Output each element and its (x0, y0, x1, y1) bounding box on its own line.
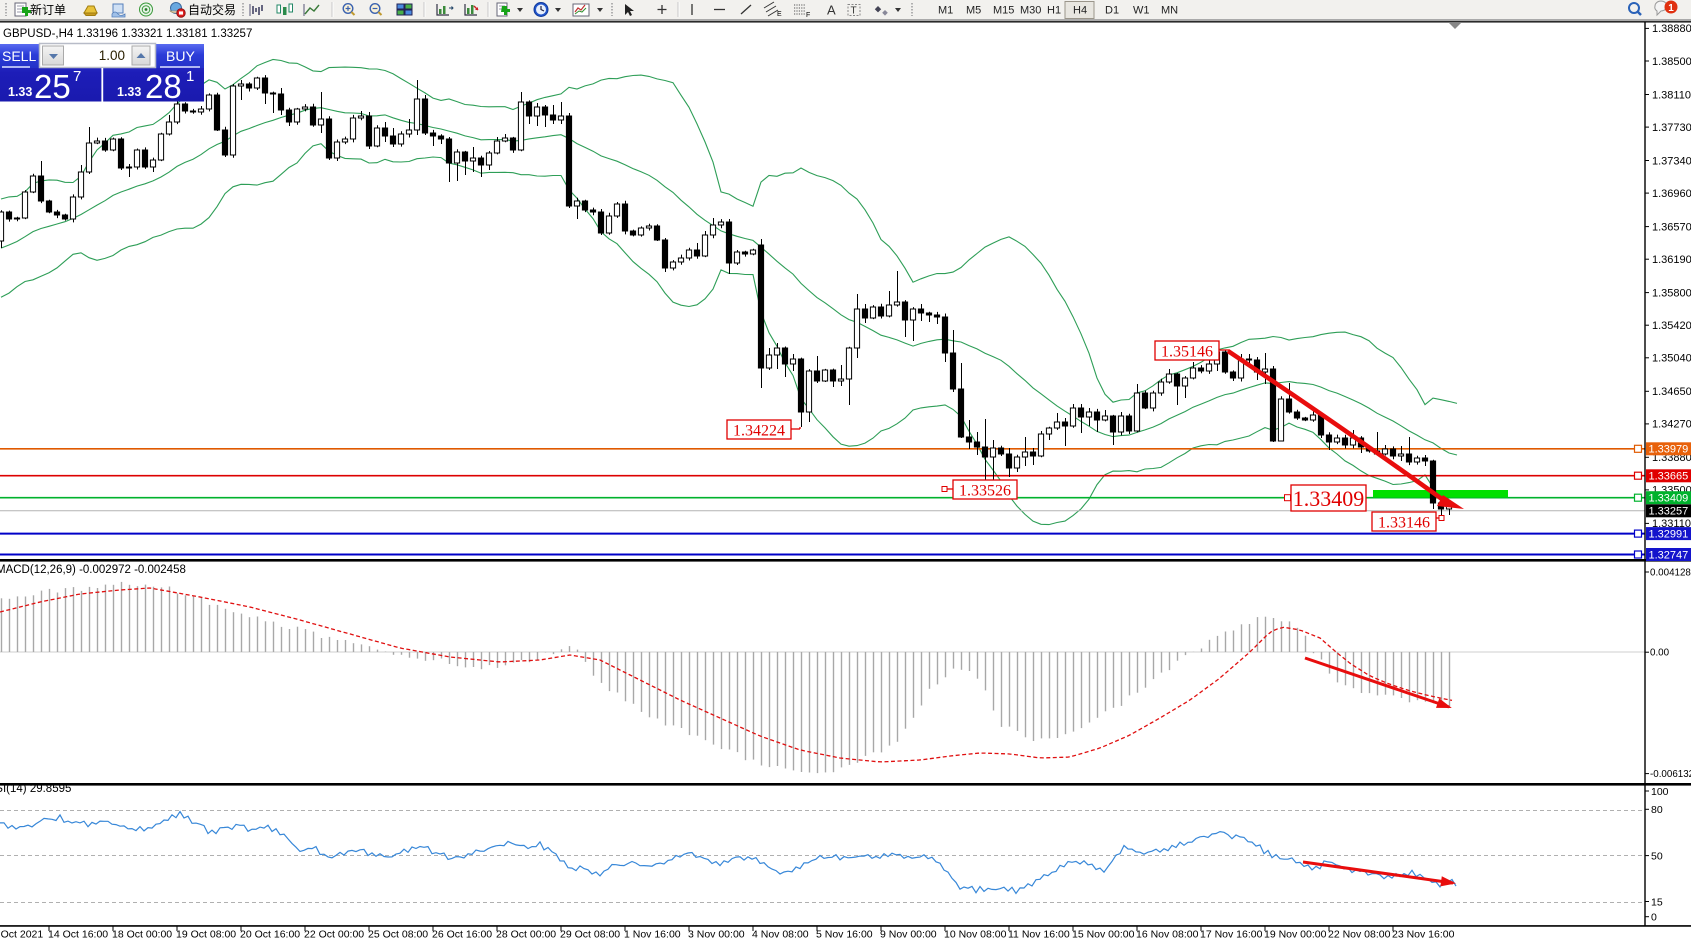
svg-text:25: 25 (34, 68, 71, 105)
svg-text:1.33146: 1.33146 (1378, 514, 1430, 531)
svg-text:1: 1 (1668, 3, 1674, 14)
svg-text:1.33: 1.33 (117, 85, 141, 99)
svg-text:1 Nov 16:00: 1 Nov 16:00 (624, 929, 681, 941)
svg-text:0.00: 0.00 (1650, 648, 1670, 659)
svg-text:1.34224: 1.34224 (733, 422, 785, 439)
svg-text:19 Nov 00:00: 19 Nov 00:00 (1264, 929, 1327, 941)
svg-text:1.33409: 1.33409 (1649, 493, 1689, 505)
svg-text:1.35800: 1.35800 (1652, 287, 1691, 299)
svg-text:D1: D1 (1105, 5, 1119, 17)
svg-text:20 Oct 16:00: 20 Oct 16:00 (240, 929, 300, 941)
svg-text:25 Oct 08:00: 25 Oct 08:00 (368, 929, 428, 941)
svg-text:7: 7 (73, 68, 81, 85)
svg-text:1.33257: 1.33257 (1649, 506, 1689, 518)
svg-text:GBPUSD-,H4 1.33196 1.33321 1.: GBPUSD-,H4 1.33196 1.33321 1.33181 1.332… (3, 28, 252, 40)
svg-text:26 Oct 16:00: 26 Oct 16:00 (432, 929, 492, 941)
svg-text:M1: M1 (938, 5, 953, 17)
svg-text:9 Nov 00:00: 9 Nov 00:00 (880, 929, 937, 941)
svg-text:0: 0 (1651, 912, 1657, 924)
svg-text:MN: MN (1161, 5, 1178, 17)
svg-text:17 Nov 16:00: 17 Nov 16:00 (1200, 929, 1263, 941)
svg-text:MACD(12,26,9) -0.002972 -0.002: MACD(12,26,9) -0.002972 -0.002458 (0, 564, 186, 576)
svg-text:1.37340: 1.37340 (1652, 155, 1691, 167)
svg-text:1.35146: 1.35146 (1161, 343, 1213, 360)
svg-text:4 Nov 08:00: 4 Nov 08:00 (752, 929, 809, 941)
svg-text:0.004128: 0.004128 (1650, 568, 1691, 579)
svg-text:M15: M15 (993, 5, 1014, 17)
svg-text:1.38110: 1.38110 (1652, 89, 1691, 101)
svg-text:1.38880: 1.38880 (1652, 23, 1691, 35)
svg-text:80: 80 (1651, 804, 1663, 816)
svg-text:1.33526: 1.33526 (959, 482, 1011, 499)
svg-text:1.34270: 1.34270 (1652, 419, 1691, 431)
svg-text:A: A (827, 3, 836, 18)
svg-text:-0.006132: -0.006132 (1650, 769, 1691, 780)
svg-text:1.33665: 1.33665 (1649, 471, 1689, 483)
svg-text:BUY: BUY (166, 48, 195, 64)
svg-text:3 Nov 00:00: 3 Nov 00:00 (688, 929, 745, 941)
svg-text:1.36570: 1.36570 (1652, 221, 1691, 233)
svg-text:5 Nov 16:00: 5 Nov 16:00 (816, 929, 873, 941)
svg-text:1.36960: 1.36960 (1652, 188, 1691, 200)
svg-text:新订单: 新订单 (30, 2, 66, 17)
svg-text:10 Nov 08:00: 10 Nov 08:00 (944, 929, 1007, 941)
svg-text:1.00: 1.00 (99, 48, 125, 63)
svg-text:1.34650: 1.34650 (1652, 386, 1691, 398)
svg-text:15: 15 (1651, 896, 1663, 908)
svg-text:1.37730: 1.37730 (1652, 122, 1691, 134)
svg-text:SELL: SELL (2, 48, 36, 64)
svg-text:1.33: 1.33 (8, 85, 32, 99)
svg-text:自动交易: 自动交易 (188, 2, 236, 17)
svg-text:50: 50 (1651, 850, 1663, 862)
svg-text:1.36190: 1.36190 (1652, 254, 1691, 266)
svg-text:H4: H4 (1073, 5, 1087, 17)
svg-text:29 Oct 08:00: 29 Oct 08:00 (560, 929, 620, 941)
svg-text:E: E (777, 11, 782, 18)
svg-text:M5: M5 (966, 5, 981, 17)
svg-text:13 Oct 2021: 13 Oct 2021 (0, 929, 43, 941)
svg-text:1.33409: 1.33409 (1293, 486, 1365, 511)
svg-text:11 Nov 16:00: 11 Nov 16:00 (1008, 929, 1070, 941)
svg-text:1.38500: 1.38500 (1652, 56, 1691, 68)
svg-text:1.33979: 1.33979 (1649, 444, 1689, 456)
svg-text:1: 1 (186, 68, 194, 85)
svg-text:22 Nov 08:00: 22 Nov 08:00 (1328, 929, 1391, 941)
svg-text:28 Oct 00:00: 28 Oct 00:00 (496, 929, 556, 941)
svg-text:16 Nov 08:00: 16 Nov 08:00 (1136, 929, 1199, 941)
svg-text:23 Nov 16:00: 23 Nov 16:00 (1392, 929, 1455, 941)
svg-text:18 Oct 00:00: 18 Oct 00:00 (112, 929, 172, 941)
svg-text:1.32747: 1.32747 (1649, 549, 1689, 561)
svg-text:H1: H1 (1047, 5, 1061, 17)
svg-text:14 Oct 16:00: 14 Oct 16:00 (48, 929, 108, 941)
svg-text:T: T (851, 6, 857, 17)
svg-text:15 Nov 00:00: 15 Nov 00:00 (1072, 929, 1135, 941)
svg-text:19 Oct 08:00: 19 Oct 08:00 (176, 929, 236, 941)
svg-text:RSI(14) 29.8595: RSI(14) 29.8595 (0, 783, 71, 795)
svg-text:W1: W1 (1133, 5, 1150, 17)
svg-text:F: F (806, 12, 810, 19)
svg-text:22 Oct 00:00: 22 Oct 00:00 (304, 929, 364, 941)
svg-text:100: 100 (1651, 786, 1669, 798)
svg-text:1.35040: 1.35040 (1652, 353, 1691, 365)
svg-text:1.35420: 1.35420 (1652, 320, 1691, 332)
svg-text:M30: M30 (1020, 5, 1041, 17)
svg-text:28: 28 (145, 68, 182, 105)
svg-text:1.32991: 1.32991 (1649, 528, 1689, 540)
